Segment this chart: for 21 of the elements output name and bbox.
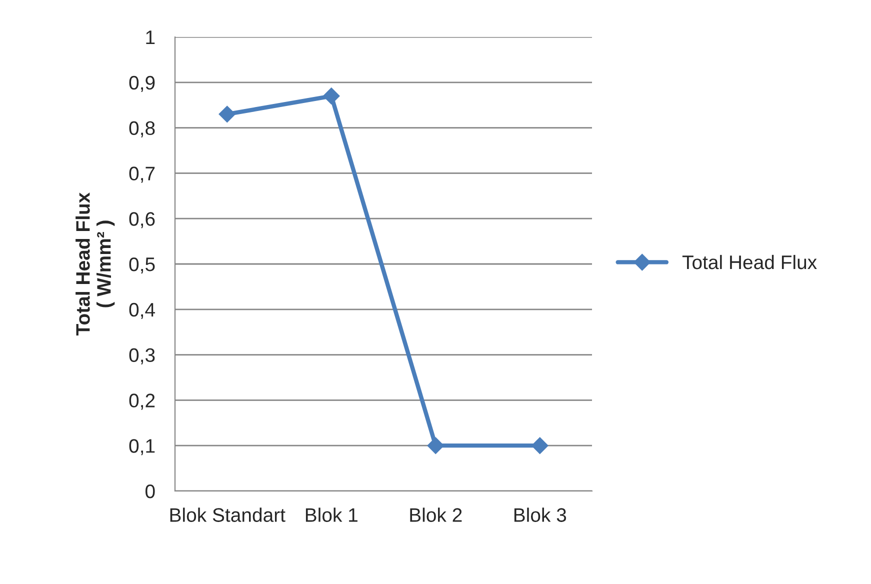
- y-tick-label: 0: [146, 484, 155, 498]
- y-tick-label: 0,2: [129, 394, 155, 410]
- x-tick-label: Blok 3: [514, 508, 566, 522]
- point: [427, 437, 444, 454]
- point: [532, 437, 548, 454]
- point: [323, 88, 340, 104]
- x-tick-label: Blok 1: [306, 508, 358, 522]
- legend-label: Total Head Flux: [682, 254, 817, 270]
- y-tick-label: 0,6: [129, 212, 155, 228]
- point: [218, 106, 236, 123]
- y-tick-label: 0,9: [129, 76, 155, 92]
- x-tick-label: Blok 2: [410, 508, 462, 522]
- x-tick-label: Blok Standart: [170, 508, 286, 522]
- y-tick-label: 0,8: [129, 121, 155, 138]
- y-tick-label: 0,1: [129, 439, 155, 456]
- y-tick-label: 0,7: [129, 166, 155, 183]
- y-tick-label: 1: [146, 30, 155, 44]
- y-tick-label: 0,5: [129, 257, 155, 274]
- y-tick-label: 0,3: [129, 348, 155, 364]
- y-tick-label: 0,4: [129, 302, 155, 319]
- y-axis-title: Total Head Flux ( W/mm² ): [76, 192, 115, 336]
